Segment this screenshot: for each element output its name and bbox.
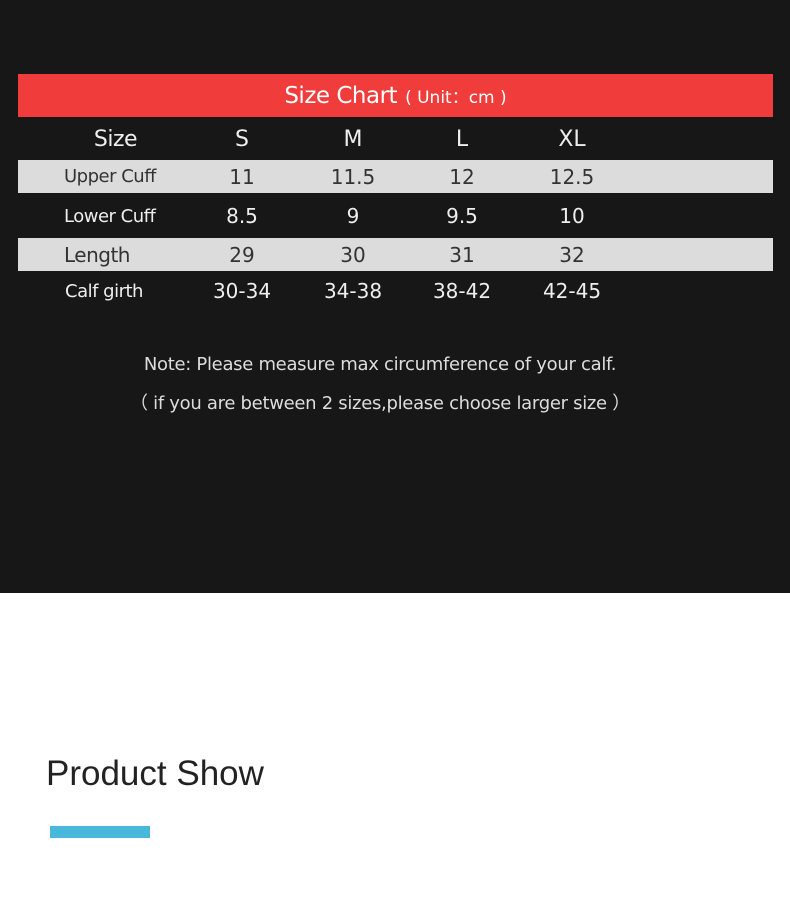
table-cell: 29 bbox=[229, 242, 255, 267]
table-cell: 9.5 bbox=[446, 204, 478, 228]
table-cell: 11.5 bbox=[330, 164, 376, 189]
row-label: Upper Cuff bbox=[64, 166, 156, 187]
table-cell: 10 bbox=[559, 204, 585, 228]
header-size: XL bbox=[558, 126, 586, 152]
row-label: Length bbox=[64, 242, 130, 267]
table-cell: 12 bbox=[449, 164, 475, 189]
size-chart-title: Size Chart bbox=[284, 82, 398, 109]
table-cell: 32 bbox=[559, 242, 585, 267]
size-chart-unit: ( Unit：cm ) bbox=[405, 88, 507, 108]
table-cell: 34-38 bbox=[323, 279, 383, 303]
table-cell: 42-45 bbox=[542, 279, 602, 303]
table-cell: 31 bbox=[449, 242, 475, 267]
table-row: Upper Cuff 11 11.5 12 12.5 bbox=[18, 160, 773, 193]
table-cell: 38-42 bbox=[432, 279, 492, 303]
table-cell: 11 bbox=[229, 164, 255, 189]
accent-bar bbox=[50, 826, 150, 838]
table-row: Calf girth 30-34 34-38 38-42 42-45 bbox=[18, 272, 773, 310]
header-size: L bbox=[455, 126, 469, 152]
size-advice-note: （ if you are between 2 sizes,please choo… bbox=[130, 393, 630, 414]
row-label: Calf girth bbox=[65, 280, 143, 302]
table-cell: 8.5 bbox=[226, 204, 258, 228]
section-title: Product Show bbox=[46, 754, 264, 793]
table-cell: 12.5 bbox=[549, 164, 595, 189]
table-cell: 9 bbox=[346, 204, 360, 228]
table-row: Length 29 30 31 32 bbox=[18, 238, 773, 271]
measure-note: Note: Please measure max circumference o… bbox=[143, 354, 617, 375]
row-label: Lower Cuff bbox=[64, 205, 156, 227]
table-cell: 30 bbox=[340, 242, 366, 267]
header-size: S bbox=[235, 126, 249, 152]
size-chart-title-band: Size Chart ( Unit：cm ) bbox=[18, 74, 773, 117]
header-size: M bbox=[343, 126, 363, 152]
table-header-row: Size S M L XL bbox=[18, 118, 773, 160]
table-row: Lower Cuff 8.5 9 9.5 10 bbox=[18, 195, 773, 237]
table-cell: 30-34 bbox=[212, 279, 272, 303]
header-label: Size bbox=[93, 126, 138, 152]
